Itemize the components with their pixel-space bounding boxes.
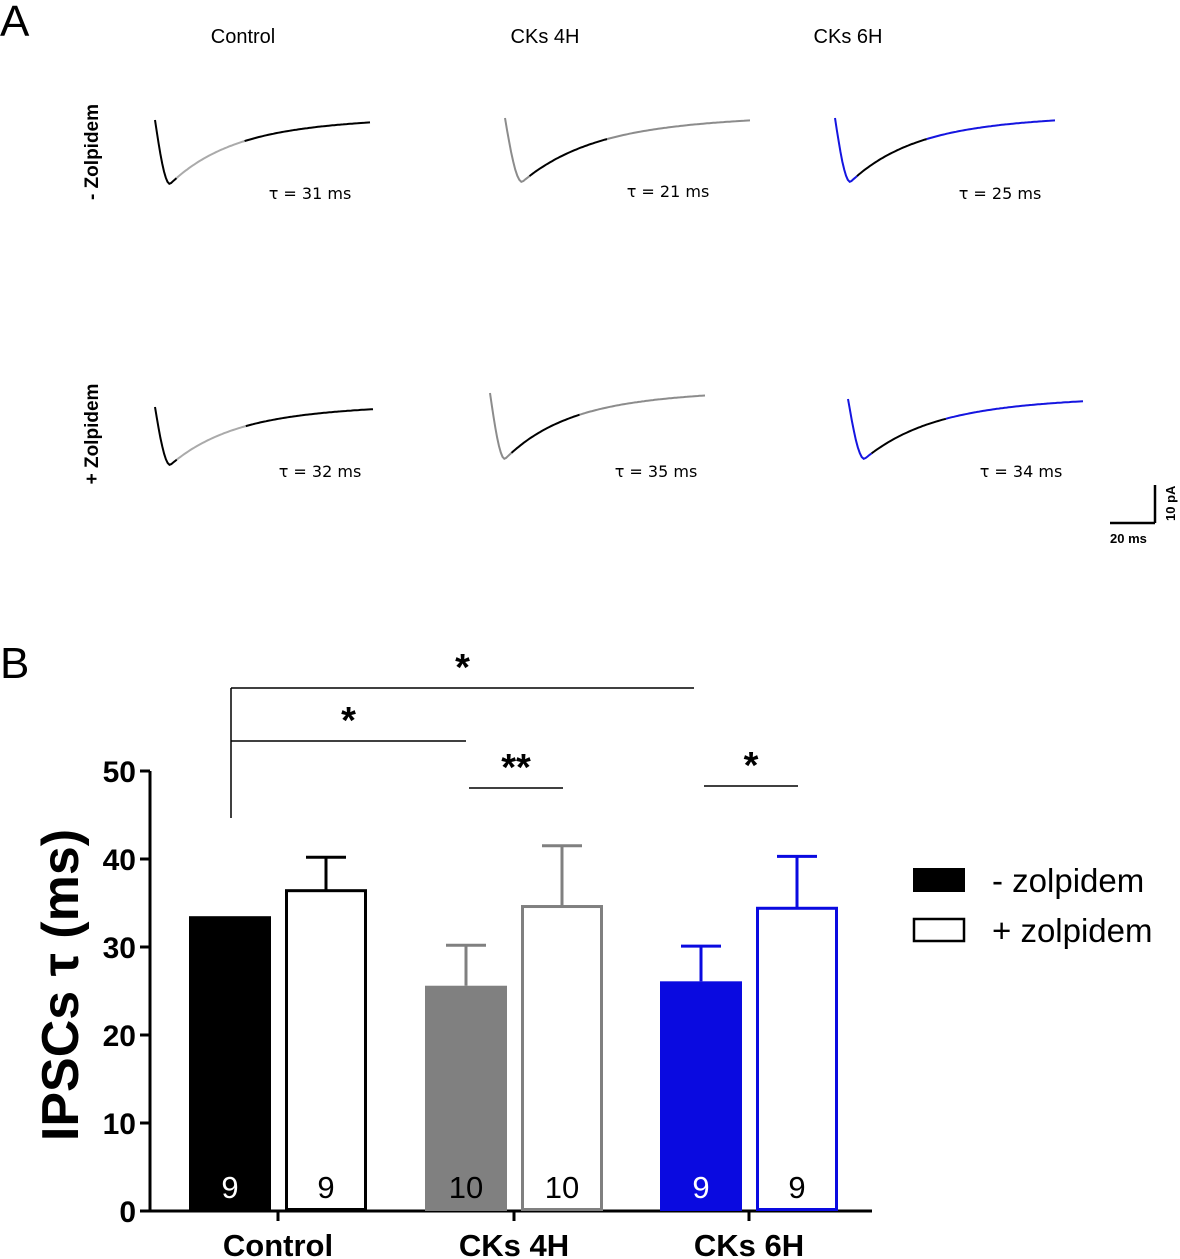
bar-2-plus — [521, 905, 603, 1212]
bar-2-minus — [425, 985, 507, 1211]
trace-1-plus-tail — [245, 408, 374, 428]
significance-annotations: **** * — [230, 647, 798, 818]
tau-label-cks4h-minus: τ = 21 ms — [627, 182, 710, 201]
trace-3-plus-onset — [847, 398, 873, 460]
scale-bar-time-label: 20 ms — [1110, 531, 1147, 546]
panel-a: A Control CKs 4H CKs 6H - Zolpidem + Zol… — [0, 0, 1178, 546]
x-tick-label-2: CKs 4H — [459, 1228, 569, 1259]
y-tick-label-0: 0 — [119, 1196, 136, 1229]
trace-3-plus-tail — [945, 400, 1084, 420]
trace-1-minus-fit — [175, 140, 245, 179]
tau-label-control-minus: τ = 31 ms — [269, 184, 352, 203]
bar-1-minus — [189, 916, 271, 1211]
trace-3-plus-fit — [870, 417, 947, 455]
tau-label-control-plus: τ = 32 ms — [279, 462, 362, 481]
scale-bar: 20 ms 10 pA — [1110, 485, 1178, 546]
ipsc-traces — [154, 117, 1084, 466]
tau-label-cks6h-minus: τ = 25 ms — [959, 184, 1042, 203]
y-tick-label-40: 40 — [103, 844, 136, 877]
panel-b-letter: B — [0, 639, 29, 688]
trace-3-minus-tail — [926, 119, 1056, 141]
legend-swatch-2 — [912, 917, 966, 943]
y-tick-label-10: 10 — [103, 1108, 136, 1141]
row-label-minus-zolpidem: - Zolpidem — [82, 104, 103, 200]
trace-1-minus-onset — [154, 119, 178, 186]
bar-1-minus-n-label: 9 — [221, 1170, 238, 1205]
bar-3-plus — [756, 906, 838, 1212]
x-tick-label-3: CKs 6H — [694, 1228, 804, 1259]
significance-label-4: * — [744, 745, 759, 787]
trace-1-minus-tail — [244, 121, 371, 143]
legend-swatch-1 — [913, 868, 965, 892]
legend-label-2: + zolpidem — [992, 912, 1153, 949]
bar-1-plus-n-label: 9 — [317, 1170, 334, 1205]
x-tick-label-1: Control — [223, 1228, 333, 1259]
y-tick-label-50: 50 — [103, 756, 136, 789]
bar-2-plus-n-label: 10 — [545, 1170, 579, 1205]
y-tick-label-20: 20 — [103, 1020, 136, 1053]
bar-3-minus-n-label: 9 — [692, 1170, 709, 1205]
trace-1-plus-fit — [176, 425, 247, 461]
legend-label-1: - zolpidem — [992, 862, 1144, 899]
scale-bar-current-label: 10 pA — [1163, 485, 1178, 521]
significance-label-3: ** — [501, 747, 531, 789]
trace-2-plus-fit — [510, 413, 580, 454]
y-tick-label-30: 30 — [103, 932, 136, 965]
bar-2-minus-n-label: 10 — [449, 1170, 483, 1205]
condition-title-cks6h: CKs 6H — [814, 26, 883, 48]
trace-3-minus-onset — [834, 117, 858, 184]
significance-label-2: * — [341, 700, 356, 742]
bar-3-minus — [660, 981, 742, 1211]
y-axis-title: IPSCs τ (ms) — [32, 829, 90, 1141]
tau-label-cks4h-plus: τ = 35 ms — [615, 462, 698, 481]
row-label-plus-zolpidem: + Zolpidem — [82, 384, 103, 485]
trace-2-plus-onset — [489, 392, 513, 461]
condition-title-cks4h: CKs 4H — [511, 26, 580, 48]
condition-title-control: Control — [211, 26, 275, 48]
panel-a-letter: A — [0, 0, 30, 46]
legend: - zolpidem + zolpidem — [912, 862, 1153, 949]
trace-2-minus-onset — [504, 117, 531, 183]
tau-label-cks6h-plus: τ = 34 ms — [980, 462, 1063, 481]
panel-b: B IPSCs τ (ms) 0 10 20 30 40 50 9 9 Control 10 10 C… — [0, 639, 1153, 1259]
bar-1-plus — [285, 889, 367, 1211]
trace-3-minus-fit — [856, 138, 927, 177]
significance-label-1: * — [455, 647, 470, 689]
trace-1-plus-onset — [154, 406, 178, 466]
bar-3-plus-n-label: 9 — [788, 1170, 805, 1205]
trace-2-minus-tail — [606, 119, 751, 141]
trace-2-plus-tail — [579, 394, 706, 416]
trace-2-minus-fit — [528, 138, 608, 177]
